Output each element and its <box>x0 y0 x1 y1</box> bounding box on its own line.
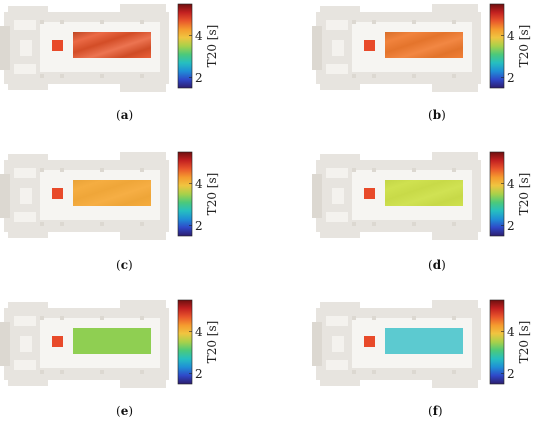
caption-letter: f <box>432 404 438 418</box>
colorbar <box>177 3 193 89</box>
heatmap-plot: 2 4 T20 [s] <box>0 299 219 388</box>
panel-c: 2 4 T20 [s] <box>0 148 260 288</box>
heatmap-plot: 2 4 T20 [s] <box>312 151 531 240</box>
colorbar-tick-label: 2 <box>195 219 203 233</box>
source-marker <box>364 336 375 347</box>
caption-letter: a <box>120 108 129 122</box>
panel-d: 2 4 T20 [s] <box>312 148 550 288</box>
source-marker <box>52 336 63 347</box>
source-marker <box>364 40 375 51</box>
caption-letter: e <box>120 404 129 418</box>
colorbar-label: T20 [s] <box>205 321 219 364</box>
colorbar <box>489 3 505 89</box>
colorbar-tick-label: 2 <box>507 367 515 381</box>
colorbar-tick-label: 4 <box>195 325 203 339</box>
source-marker <box>364 188 375 199</box>
caption-e: (e) <box>116 404 134 418</box>
heatmap-region <box>385 328 463 354</box>
colorbar-label: T20 [s] <box>517 25 531 68</box>
colorbar-tick-label: 4 <box>507 177 515 191</box>
heatmap-region <box>73 32 151 58</box>
heatmap-plot: 2 4 T20 [s] <box>312 3 531 92</box>
heatmap-region <box>73 180 151 206</box>
panel-b: 2 4 T20 [s] <box>312 0 550 140</box>
panel-e: 2 4 T20 [s] <box>0 296 260 436</box>
heatmap-region <box>385 32 463 58</box>
source-marker <box>52 188 63 199</box>
colorbar <box>177 151 193 237</box>
caption-letter: d <box>432 258 442 272</box>
colorbar-tick-label: 4 <box>507 29 515 43</box>
heatmap-plot: 2 4 T20 [s] <box>312 299 531 388</box>
caption-c: (c) <box>116 258 133 272</box>
colorbar-tick-label: 2 <box>507 71 515 85</box>
caption-letter: b <box>432 108 442 122</box>
colorbar-label: T20 [s] <box>517 173 531 216</box>
heatmap-plot: 2 4 T20 [s] <box>0 3 219 92</box>
caption-b: (b) <box>428 108 446 122</box>
colorbar-tick-label: 4 <box>507 325 515 339</box>
colorbar <box>177 299 193 385</box>
heatmap-plot: 2 4 T20 [s] <box>0 151 219 240</box>
colorbar-tick-label: 2 <box>507 219 515 233</box>
colorbar <box>489 299 505 385</box>
colorbar-label: T20 [s] <box>205 25 219 68</box>
colorbar <box>489 151 505 237</box>
colorbar-tick-label: 4 <box>195 29 203 43</box>
heatmap-region <box>385 180 463 206</box>
caption-letter: c <box>120 258 128 272</box>
colorbar-tick-label: 2 <box>195 367 203 381</box>
panel-f: 2 4 T20 [s] <box>312 296 550 436</box>
caption-f: (f) <box>428 404 443 418</box>
source-marker <box>52 40 63 51</box>
caption-d: (d) <box>428 258 446 272</box>
colorbar-tick-label: 4 <box>195 177 203 191</box>
panel-a: 2 4 T20 [s] <box>0 0 260 140</box>
colorbar-label: T20 [s] <box>205 173 219 216</box>
caption-a: (a) <box>116 108 134 122</box>
colorbar-tick-label: 2 <box>195 71 203 85</box>
heatmap-region <box>73 328 151 354</box>
colorbar-label: T20 [s] <box>517 321 531 364</box>
